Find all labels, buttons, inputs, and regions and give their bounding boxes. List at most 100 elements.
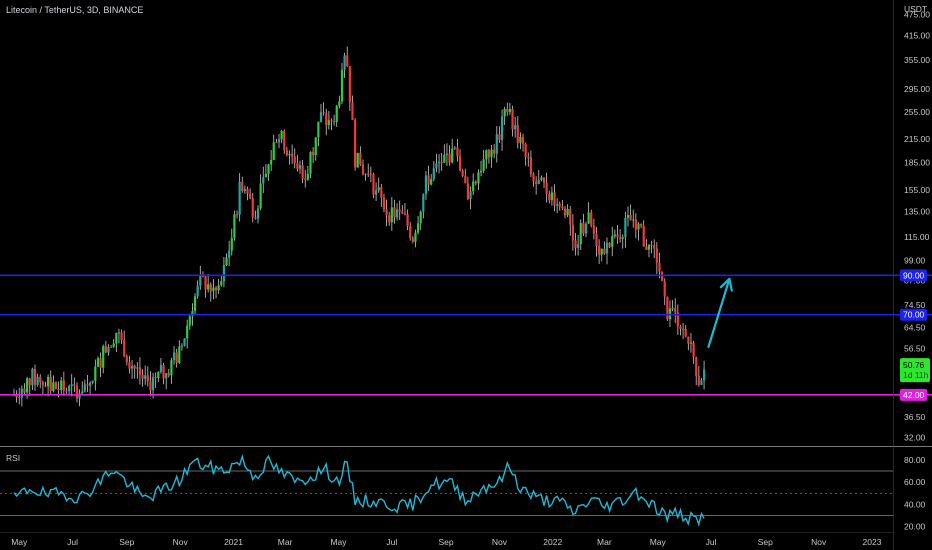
candle-body [663,280,666,297]
candle-body [251,198,254,218]
candle-body [598,245,601,255]
candle-body [204,276,207,290]
candle-body [309,151,312,174]
candle-body [36,376,39,385]
candle-body [172,352,176,361]
candle-body [390,207,393,223]
candle-body [532,174,535,182]
candle-body [306,173,309,180]
candle-body [676,312,679,327]
candle-body [655,248,658,263]
arrow-annotation[interactable] [707,277,733,349]
candle-body [500,116,504,140]
candle-body [238,181,241,215]
candle-body [563,208,567,216]
candle-body [44,385,47,387]
candle-body [283,130,286,151]
price-line-badge[interactable] [900,308,927,321]
candle-body [461,170,464,176]
candle-body [291,153,294,157]
candle-body [406,214,409,226]
candle-body [511,108,514,130]
candle-body [138,367,142,375]
price-line-badge[interactable] [900,269,927,282]
time-tick-label: 2021 [224,537,243,547]
candle-body [262,177,265,184]
candle-body [15,395,18,398]
rsi-line[interactable] [13,454,705,527]
candle-body [477,172,480,184]
horizontal-lines[interactable] [0,274,932,396]
time-axis[interactable]: May Jul Sep Nov 2021 Mar May Jul Sep Nov 2022 Mar Ma… [0,532,893,548]
time-tick-label: May [330,537,347,547]
candle-body [503,108,506,117]
candle-body [590,212,593,226]
candle-body [411,237,414,242]
candle-body [443,154,446,163]
price-tick-label: 74.50 [904,300,926,310]
candle-body [199,275,202,286]
candle-body [81,391,84,394]
last-price-badge[interactable] [900,358,930,383]
candle-body [440,162,443,164]
price-tick-label: 32.00 [904,432,926,442]
candle-body [427,175,430,185]
time-tick-label: May [11,537,28,547]
candle-body [267,164,270,174]
candle-body [91,380,94,383]
candle-body [249,193,252,199]
candle-body [212,287,215,292]
candle-body [671,308,674,310]
candle-body [448,153,451,163]
candle-body [456,147,459,157]
candle-body [94,366,97,381]
price-tick-label: 99.00 [904,255,926,265]
price-line-badge[interactable] [900,388,927,401]
candle-body [359,152,362,165]
candle-body [401,211,404,214]
candle-body [419,211,422,224]
candle-body [632,219,635,221]
candle-body [99,358,102,368]
candle-body [605,242,609,254]
candle-body [542,177,546,183]
candle-body [335,105,338,122]
candle-body [660,271,664,281]
candle-body [191,311,194,317]
candle-body [537,179,540,184]
candle-body [102,346,105,368]
candle-body [325,113,328,125]
candle-body [41,382,44,386]
candle-body [62,380,65,391]
candle-body [175,352,178,363]
candle-body [301,165,304,179]
candle-body [241,181,244,192]
candle-body [658,262,661,272]
candle-body [650,244,653,246]
candle-body [458,156,462,171]
candle-body [70,384,73,386]
price-tick-label: 215.00 [904,134,930,144]
rsi-pane[interactable]: RSI [0,446,932,527]
rsi-tick-label: 40.00 [904,499,926,509]
arrow-head[interactable] [719,277,733,292]
candle-body [424,175,428,195]
candle-body [385,209,388,216]
arrow-line[interactable] [707,277,731,349]
candle-body [668,308,672,320]
candle-body [346,55,349,67]
candle-body [558,204,561,207]
candle-body [120,332,123,340]
candle-body [254,217,257,219]
candle-body [270,159,273,165]
time-tick-label: Mar [278,537,293,547]
candle-body [416,223,420,233]
candle-body [674,308,677,313]
candle-body [277,139,281,143]
candle-body [73,384,76,386]
candle-body [553,192,556,206]
candle-body [96,358,100,367]
price-line-badge-label: 42.00 [903,390,925,400]
